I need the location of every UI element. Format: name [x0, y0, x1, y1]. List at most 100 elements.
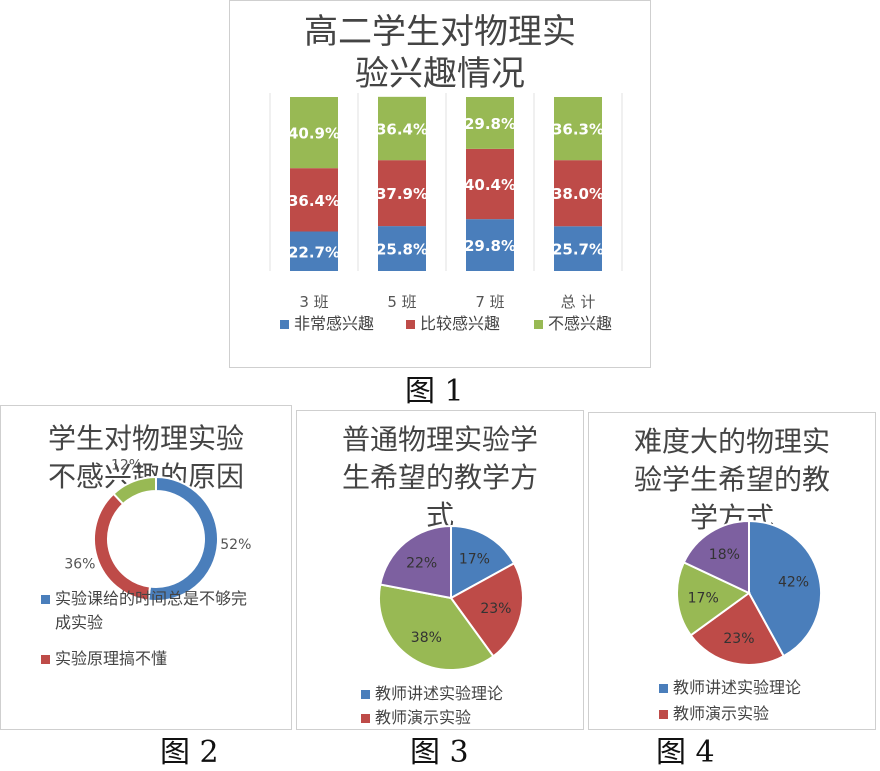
fig1-bar-segment: [466, 148, 514, 220]
fig4-data-label: 42%: [778, 575, 809, 591]
fig2-legend-item-1: 实验课给的时间总是不够完: [41, 588, 247, 610]
fig1-data-label: 29.8%: [464, 237, 516, 255]
fig3-panel: 普通物理实验学 生希望的教学方 式 17% 23% 38% 22% 教师讲述实验理论 …: [296, 410, 584, 730]
fig1-category-label: 7 班: [475, 293, 504, 311]
fig1-bar-segment: [290, 168, 338, 232]
fig1-bar-segment: [554, 226, 602, 271]
fig4-caption: 图 4: [656, 735, 715, 770]
fig4-data-label: 17%: [688, 590, 719, 606]
fig1-legend-label-3: 不感兴趣: [548, 314, 613, 333]
fig1-legend-label-2: 比较感兴趣: [420, 314, 501, 333]
fig1-legend-item-1: 非常感兴趣: [280, 313, 374, 335]
fig1-panel: 高二学生对物理实 验兴趣情况 22.7% 36.4% 40.9% 3 班 25.8% 37…: [229, 0, 651, 368]
fig1-legend: 非常感兴趣 比较感兴趣 不感兴趣: [230, 313, 652, 337]
fig2-legend: 实验课给的时间总是不够完 成实验 实验原理搞不懂: [1, 406, 293, 731]
fig3-slice: [449, 561, 524, 658]
fig4-data-label: 23%: [723, 631, 754, 647]
fig1-title-line-2: 验兴趣情况: [355, 54, 525, 94]
fig3-legend: 教师讲述实验理论 教师演示实验: [297, 411, 585, 731]
fig4-legend-item-2: 教师演示实验: [659, 703, 769, 725]
fig2-legend-label-1-line-1: 实验课给的时间总是不够完: [55, 589, 248, 608]
fig1-data-label: 36.4%: [288, 192, 340, 210]
fig2-legend-label-1-line-2: 成实验: [55, 613, 104, 632]
fig1-caption: 图 1: [405, 374, 464, 409]
fig1-data-label: 37.9%: [376, 185, 428, 203]
fig4-legend-item-1: 教师讲述实验理论: [659, 677, 801, 699]
fig4-slice: [676, 561, 751, 637]
fig1-legend-label-1: 非常感兴趣: [294, 314, 375, 333]
fig4-legend-label-1: 教师讲述实验理论: [673, 678, 802, 697]
fig4-title-line-2: 验学生希望的教: [633, 463, 830, 496]
fig2-title-line-1: 学生对物理实验: [47, 422, 244, 455]
fig3-legend-label-1: 教师讲述实验理论: [375, 684, 504, 703]
fig4-legend-swatch-1: [659, 684, 668, 693]
fig3-legend-item-1: 教师讲述实验理论: [361, 683, 503, 705]
fig1-data-label: 36.4%: [376, 120, 428, 138]
fig3-slice: [379, 524, 452, 600]
fig2-plot: 52% 36% 12%: [64, 458, 251, 602]
fig3-title-line-2: 生希望的教学方: [341, 461, 538, 494]
fig1-bar-segment: [378, 226, 426, 271]
fig3-data-label: 38%: [411, 630, 442, 646]
fig2-data-label: 12%: [111, 458, 142, 474]
fig2-legend-label-2: 实验原理搞不懂: [55, 649, 168, 668]
fig2-panel: 学生对物理实验 不感兴趣的原因 52% 36% 12% 实验课给的时间总是不够完 成…: [0, 405, 292, 730]
fig2-legend-item-2: 实验原理搞不懂: [41, 648, 167, 670]
fig2-legend-swatch-2: [41, 655, 50, 664]
fig4-legend: 教师讲述实验理论 教师演示实验: [589, 413, 877, 731]
fig1-bar-segment: [290, 231, 338, 271]
fig1-legend-item-3: 不感兴趣: [534, 313, 612, 335]
fig1-bar-segment: [378, 160, 426, 227]
fig3-plot: 17% 23% 38% 22%: [378, 524, 524, 671]
fig3-slice: [450, 524, 516, 600]
fig4-slice: [748, 519, 822, 658]
fig1-bar-segment: [466, 219, 514, 271]
fig4-panel: 难度大的物理实 验学生希望的教 学方式 42% 23% 17% 18% 教师讲述实验理…: [588, 412, 876, 730]
fig4-legend-swatch-2: [659, 710, 668, 719]
fig1-bar-segment: [554, 160, 602, 227]
fig1-category-label: 5 班: [387, 293, 416, 311]
fig2-legend-item-1-cont: 成实验: [55, 612, 103, 634]
fig3-data-label: 23%: [480, 601, 511, 617]
fig1-bar-segment: [466, 97, 514, 149]
fig4-title-line-1: 难度大的物理实: [633, 425, 830, 458]
fig3-title-line-1: 普通物理实验学: [341, 423, 538, 456]
fig4-legend-label-2: 教师演示实验: [673, 704, 770, 723]
fig1-bar-segment: [378, 96, 426, 161]
fig2-data-label: 52%: [220, 537, 251, 553]
fig3-caption: 图 3: [410, 735, 469, 770]
fig3-slice: [378, 583, 495, 671]
fig2-legend-swatch-1: [41, 595, 50, 604]
fig1-title-line-1: 高二学生对物理实: [304, 12, 576, 52]
fig3-legend-swatch-1: [361, 690, 370, 699]
fig1-legend-swatch-1: [280, 320, 289, 329]
fig1-data-label: 25.7%: [552, 241, 604, 259]
fig1-data-label: 36.3%: [552, 121, 604, 139]
fig1-category-label: 3 班: [299, 293, 328, 311]
fig3-data-label: 22%: [406, 556, 437, 572]
fig1-data-label: 40.9%: [288, 125, 340, 143]
fig1-plot: 22.7% 36.4% 40.9% 3 班 25.8% 37.9% 36.4% 5 班 29.8…: [269, 93, 623, 311]
fig1-legend-swatch-3: [534, 320, 543, 329]
fig2-caption: 图 2: [160, 735, 219, 770]
fig1-category-label: 总 计: [561, 293, 596, 311]
fig1-data-label: 29.8%: [464, 115, 516, 133]
fig3-legend-label-2: 教师演示实验: [375, 708, 472, 727]
fig3-legend-item-2: 教师演示实验: [361, 707, 471, 729]
fig1-bar-segment: [554, 97, 602, 161]
fig1-title: 高二学生对物理实 验兴趣情况: [230, 11, 650, 95]
fig4-slice: [682, 519, 750, 595]
fig1-data-label: 38.0%: [552, 185, 604, 203]
fig1-bar-segment: [290, 97, 338, 169]
fig4-slice: [689, 591, 786, 666]
fig2-data-label: 36%: [64, 557, 95, 573]
fig3-title: 普通物理实验学 生希望的教学方 式: [297, 421, 583, 535]
fig1-data-label: 40.4%: [464, 176, 516, 194]
fig1-legend-item-2: 比较感兴趣: [406, 313, 500, 335]
fig3-data-label: 17%: [459, 551, 490, 567]
fig4-plot: 42% 23% 17% 18%: [676, 519, 822, 666]
fig1-data-label: 22.7%: [288, 243, 340, 261]
fig4-data-label: 18%: [709, 547, 740, 563]
fig1-data-label: 25.8%: [376, 241, 428, 259]
fig2-slice: [112, 475, 157, 506]
